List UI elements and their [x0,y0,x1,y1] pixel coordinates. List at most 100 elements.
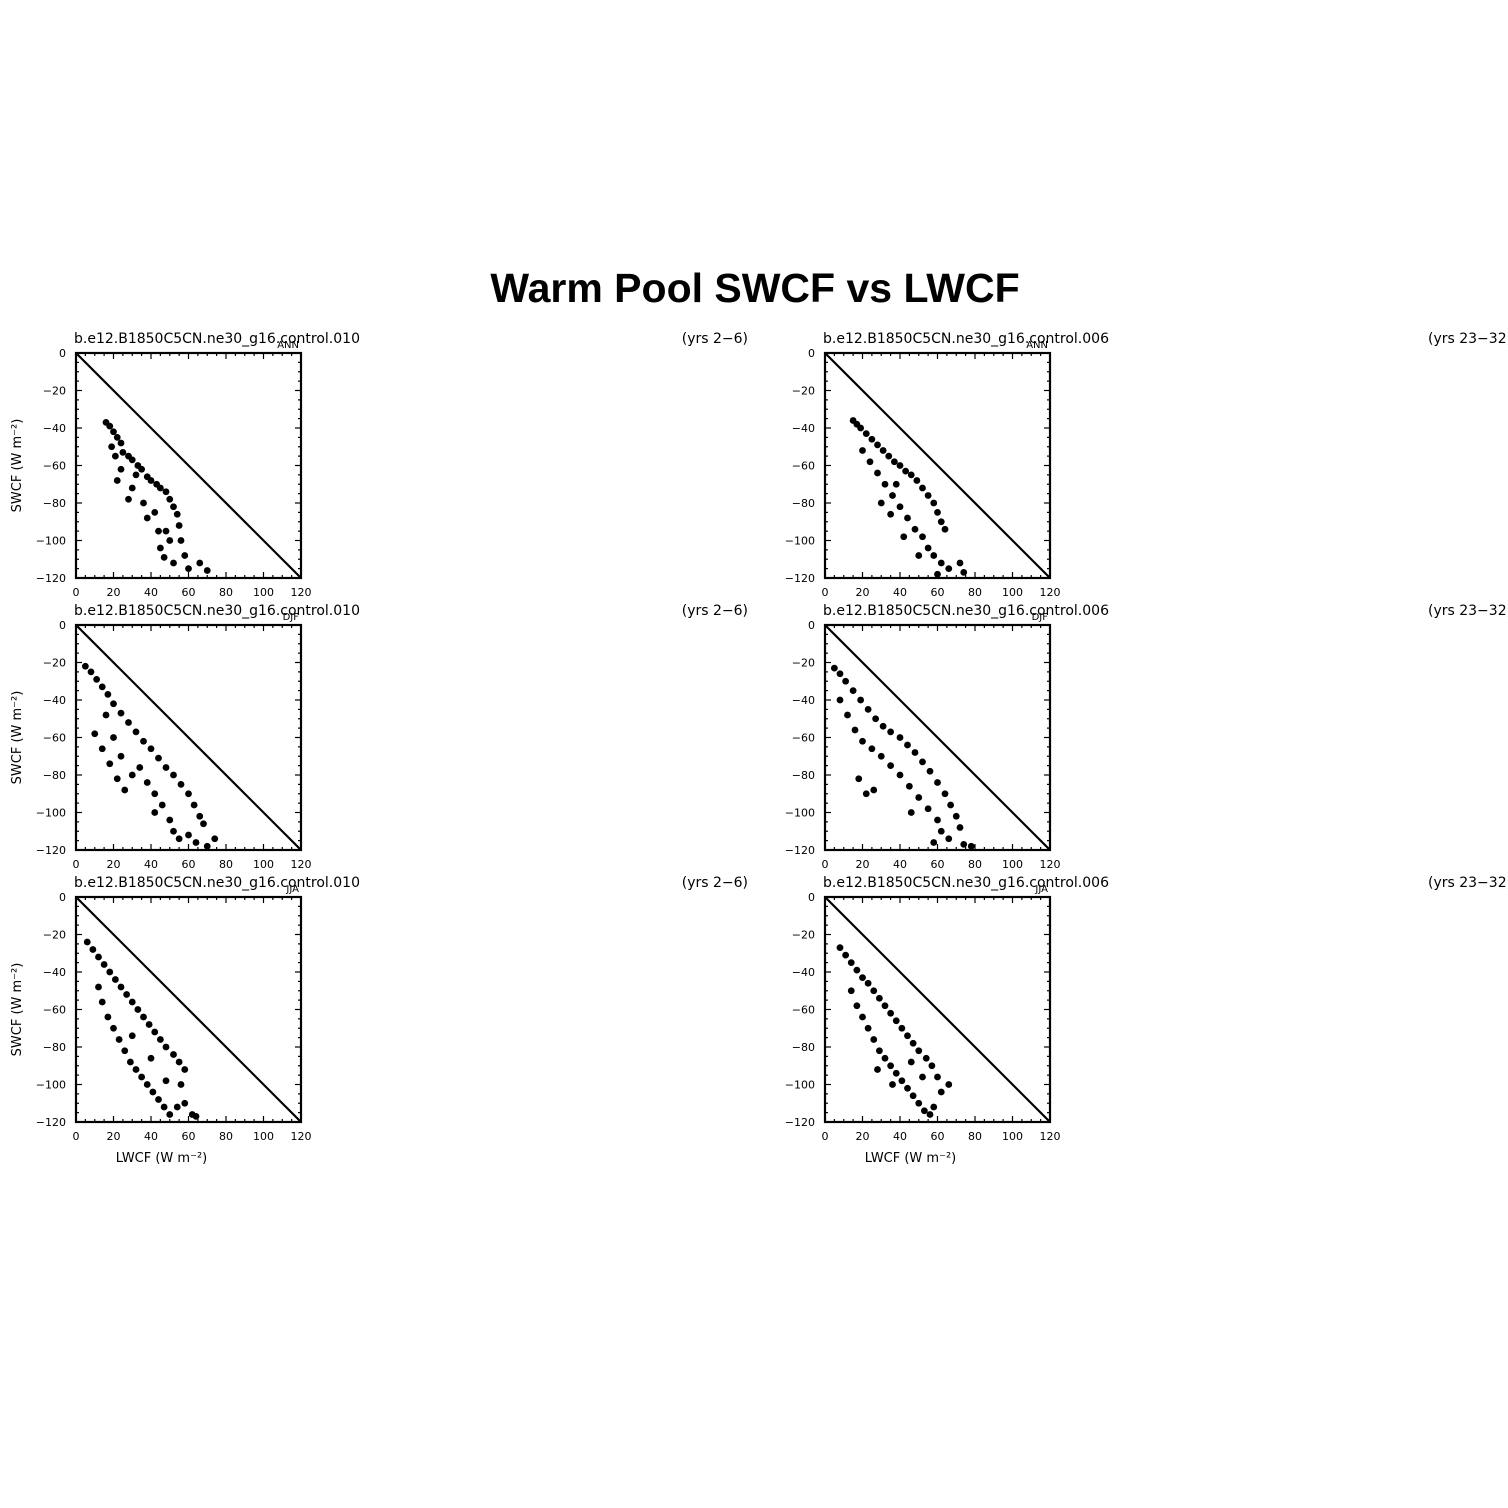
scatter-point [111,976,119,983]
scatter-point [900,533,908,541]
x-tick-label: 60 [182,858,196,871]
scatter-point [920,1107,928,1115]
scatter-point [166,816,174,824]
scatter-point [892,1017,900,1025]
one-to-one-line [75,352,302,579]
scatter-point [896,771,904,779]
scatter-point [859,447,866,454]
x-tick-label: 100 [253,1130,274,1143]
y-tick-label: 0 [808,619,815,632]
scatter-point [110,1024,117,1032]
scatter-point [913,477,921,484]
scatter-point [166,1111,174,1118]
scatter-point [110,428,117,436]
scatter-point [862,790,870,798]
scatter-point [173,510,181,518]
scatter-points [849,417,968,578]
scatter-point [200,820,207,828]
scatter-point [945,1081,953,1088]
y-tick-label: −20 [792,385,815,398]
panel-season-label: DJF [283,612,300,623]
y-tick-label: −40 [43,422,66,435]
scatter-point [857,696,865,704]
y-axis-label: SWCF (W m⁻²) [10,963,25,1057]
one-to-one-line [75,624,302,851]
scatter-point [104,690,112,698]
x-tick-label: 100 [253,586,274,599]
scatter-point [128,998,136,1006]
y-axis-label: SWCF (W m⁻²) [10,419,25,513]
scatter-point [868,745,876,753]
scatter-point [143,1081,151,1088]
scatter-point [911,525,919,533]
y-tick-label: −80 [43,1041,66,1054]
scatter-point [915,552,923,559]
scatter-point [830,664,838,672]
y-tick-label: −100 [785,807,815,820]
scatter-point [155,754,162,762]
x-tick-label: 0 [73,1130,80,1143]
scatter-point [919,1073,926,1081]
y-tick-label: −40 [792,422,815,435]
y-tick-label: −80 [792,769,815,782]
scatter-point [83,938,91,946]
scatter-point [145,1021,153,1028]
scatter-point [889,1081,896,1088]
panel-season-label: ANN [277,340,299,351]
scatter-point [117,752,125,760]
scatter-point [203,567,211,574]
scatter-point [140,499,147,507]
panel-grid: b.e12.B1850C5CN.ne30_g16.control.010ANN(… [10,331,1508,1166]
y-tick-label: −100 [36,535,66,548]
scatter-point [128,484,136,492]
x-tick-label: 20 [856,586,870,599]
x-tick-label: 120 [291,1130,312,1143]
scatter-point [853,1002,861,1010]
scatter-point [162,1043,170,1051]
scatter-point [864,705,872,713]
scatter-point [181,1066,189,1073]
x-tick-label: 40 [144,858,158,871]
figure-title: Warm Pool SWCF vs LWCF [490,265,1019,311]
y-tick-label: −100 [785,535,815,548]
x-tick-label: 40 [144,586,158,599]
scatter-point [136,764,144,771]
x-tick-label: 120 [291,858,312,871]
y-tick-label: 0 [59,347,66,360]
scatter-point [147,477,155,484]
y-tick-label: −120 [785,1116,815,1129]
scatter-points [102,418,211,574]
scatter-point [930,1103,938,1111]
scatter-point [907,471,915,479]
scatter-point [125,719,132,726]
y-tick-label: −60 [792,732,815,745]
scatter-point [945,565,953,573]
y-tick-label: −20 [792,657,815,670]
scatter-point [849,687,857,695]
scatter-point [945,835,953,843]
x-tick-label: 40 [893,586,907,599]
scatter-point [875,994,883,1002]
scatter-point [155,1096,162,1103]
panel-case-title: b.e12.B1850C5CN.ne30_g16.control.006 [823,331,1109,347]
scatter-point [138,1073,146,1081]
x-tick-label: 100 [1002,1130,1023,1143]
scatter-point [941,525,949,533]
scatter-point [175,835,183,843]
x-tick-label: 120 [1040,586,1061,599]
x-tick-label: 80 [219,586,233,599]
axis-ticks [824,896,1051,1123]
scatter-point [117,983,125,991]
scatter-point [881,1002,889,1010]
x-tick-label: 80 [219,1130,233,1143]
y-tick-label: −60 [792,460,815,473]
scatter-point [170,1051,177,1058]
scatter-point [890,458,898,466]
scatter-point [162,764,170,771]
scatter-point [915,1047,923,1055]
scatter-point [887,510,895,518]
panel-years-label: (yrs 23−32) [1428,875,1508,891]
